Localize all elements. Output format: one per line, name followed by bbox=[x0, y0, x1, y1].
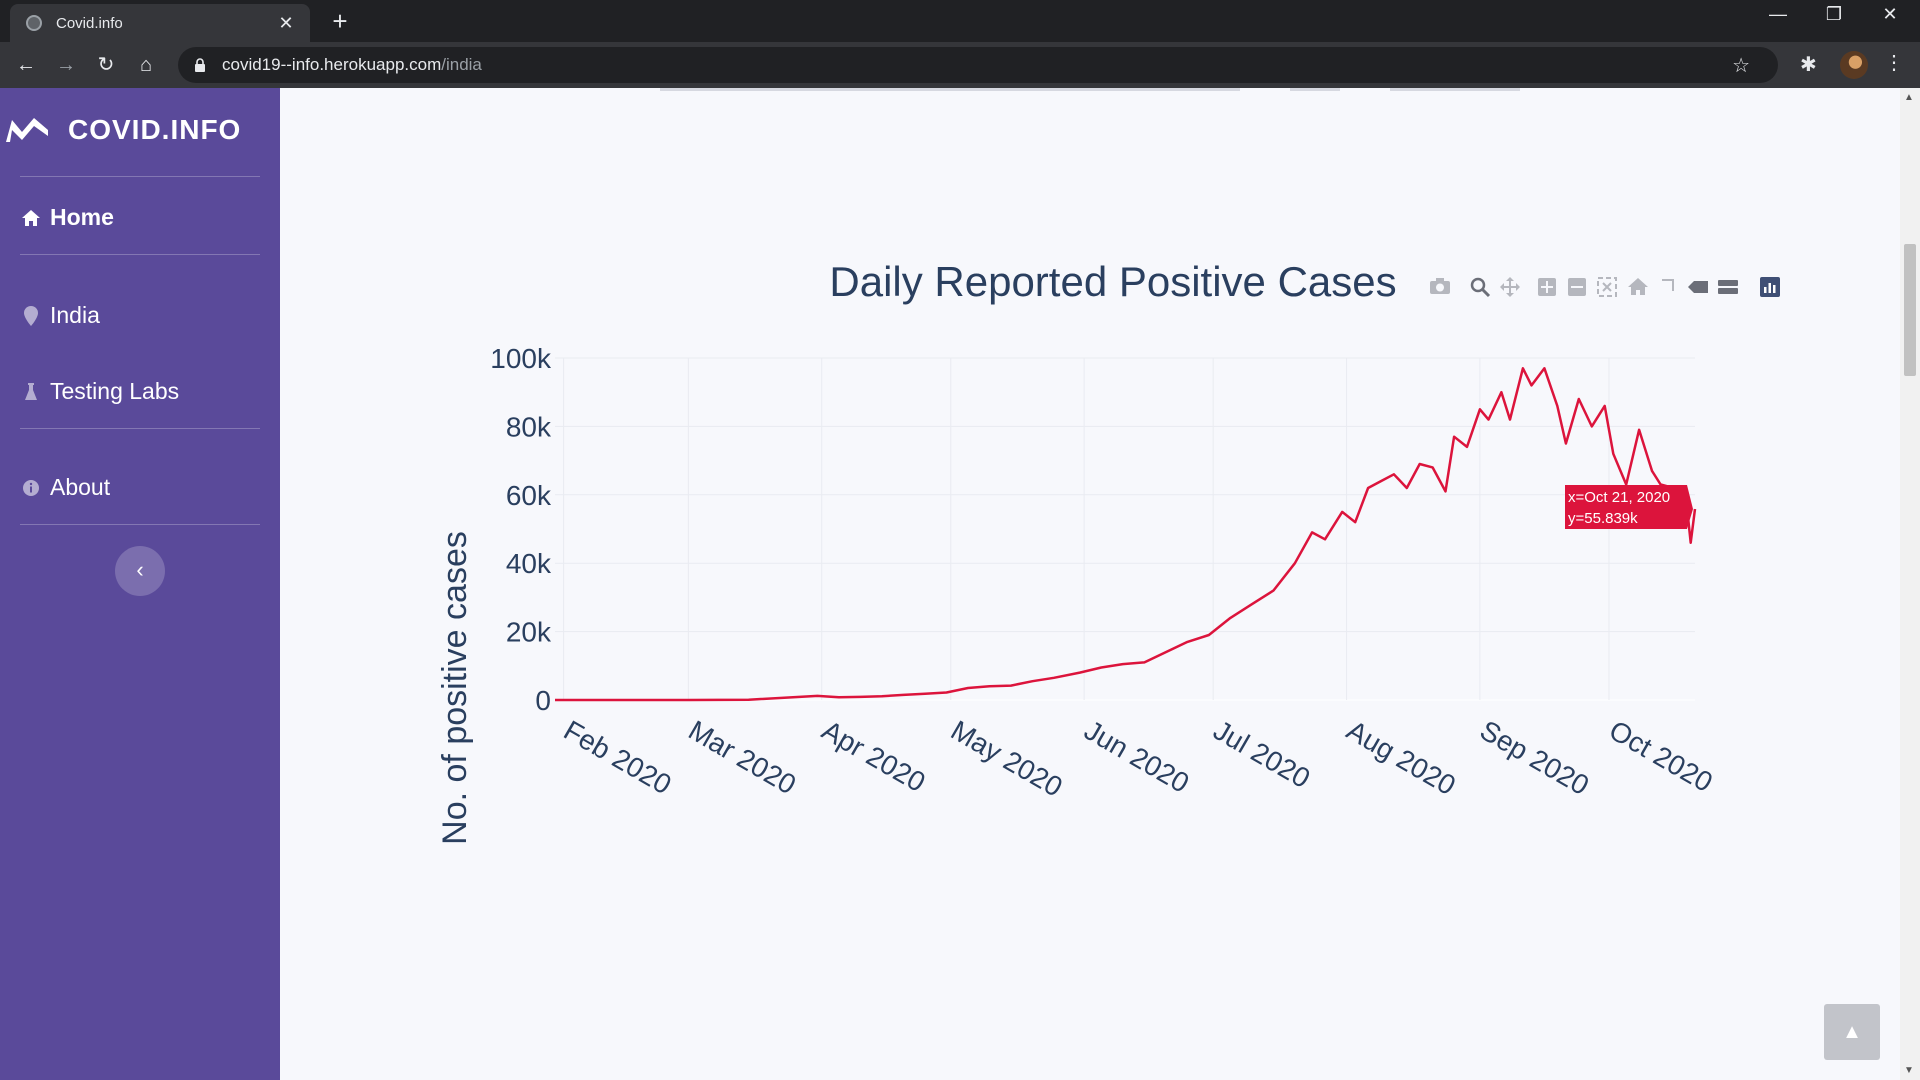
browser-toolbar: ← → ↻ ⌂ covid19--info.herokuapp.com/indi… bbox=[0, 42, 1920, 88]
url-path: /india bbox=[441, 55, 482, 74]
flask-icon bbox=[20, 382, 42, 402]
close-window-button[interactable]: ✕ bbox=[1882, 4, 1898, 24]
tab-title: Covid.info bbox=[56, 14, 123, 32]
previous-content-edge bbox=[1290, 88, 1340, 91]
extensions-puzzle-icon[interactable]: ✱ bbox=[1800, 54, 1817, 76]
sidebar-item-label: Testing Labs bbox=[50, 378, 180, 404]
hover-compare-icon[interactable] bbox=[1718, 280, 1738, 294]
x-tick-label: Jul 2020 bbox=[1208, 714, 1315, 794]
chart-logo-icon bbox=[6, 118, 48, 142]
sidebar: COVID.INFO Home India Testing Labs About… bbox=[0, 88, 280, 1080]
bookmark-star-icon[interactable]: ☆ bbox=[1732, 55, 1750, 77]
x-tick-label: Aug 2020 bbox=[1342, 714, 1461, 801]
profile-avatar[interactable] bbox=[1840, 51, 1868, 79]
x-tick-label: Apr 2020 bbox=[817, 714, 931, 798]
info-icon bbox=[20, 479, 42, 497]
sidebar-divider bbox=[20, 428, 260, 429]
forward-arrow-icon[interactable]: → bbox=[56, 54, 76, 76]
sidebar-divider bbox=[20, 176, 260, 177]
sidebar-item-label: Home bbox=[50, 204, 114, 230]
main-content bbox=[280, 88, 1900, 1080]
spike-lines-icon[interactable] bbox=[1662, 279, 1674, 291]
sidebar-collapse-button[interactable]: ‹ bbox=[115, 546, 165, 596]
lock-icon bbox=[195, 58, 205, 72]
x-tick-label: Oct 2020 bbox=[1604, 714, 1718, 798]
home-browser-icon[interactable]: ⌂ bbox=[139, 54, 153, 76]
sidebar-divider bbox=[20, 524, 260, 525]
tooltip-x-text: x=Oct 21, 2020 bbox=[1568, 489, 1670, 506]
address-bar[interactable]: covid19--info.herokuapp.com/india ☆ bbox=[178, 47, 1778, 83]
y-tick-label: 40k bbox=[506, 548, 552, 579]
url-host: covid19--info.herokuapp.com bbox=[222, 55, 442, 74]
sidebar-item-about[interactable]: About bbox=[20, 474, 110, 501]
y-axis-label: No. of positive cases bbox=[436, 531, 474, 845]
map-marker-icon bbox=[20, 305, 42, 326]
browser-tab[interactable]: Covid.info ✕ bbox=[10, 4, 310, 42]
series-line[interactable] bbox=[555, 367, 1697, 702]
y-tick-label: 100k bbox=[490, 343, 552, 374]
zoom-out-icon[interactable] bbox=[1568, 278, 1586, 296]
chart-grid bbox=[555, 357, 1695, 701]
autoscale-icon[interactable] bbox=[1597, 277, 1617, 297]
previous-content-edge bbox=[1390, 88, 1520, 91]
sidebar-item-testing-labs[interactable]: Testing Labs bbox=[20, 378, 179, 405]
back-to-top-button[interactable]: ▲ bbox=[1824, 1004, 1880, 1060]
daily-cases-chart[interactable]: Daily Reported Positive Cases No. of pos… bbox=[400, 250, 1800, 850]
y-tick-label: 80k bbox=[506, 411, 552, 442]
previous-content-edge bbox=[660, 88, 1240, 91]
minimize-button[interactable]: — bbox=[1769, 4, 1787, 24]
hover-tooltip: x=Oct 21, 2020 y=55.839k bbox=[1565, 485, 1693, 530]
tooltip-y-text: y=55.839k bbox=[1568, 510, 1638, 527]
restore-button[interactable]: ❐ bbox=[1825, 4, 1843, 24]
back-arrow-icon[interactable]: ← bbox=[16, 54, 36, 76]
scrollbar-thumb[interactable] bbox=[1904, 244, 1916, 376]
sidebar-item-label: About bbox=[50, 474, 111, 500]
home-icon bbox=[20, 209, 42, 227]
tooltip-box bbox=[1565, 485, 1693, 530]
zoom-icon[interactable] bbox=[1470, 277, 1491, 298]
new-tab-button[interactable]: + bbox=[332, 6, 348, 36]
chart-title: Daily Reported Positive Cases bbox=[829, 258, 1396, 305]
camera-icon[interactable] bbox=[1430, 278, 1450, 294]
browser-tab-bar: Covid.info ✕ + — ❐ ✕ bbox=[0, 0, 1920, 42]
plotly-logo-icon[interactable] bbox=[1760, 277, 1780, 297]
hover-closest-icon[interactable] bbox=[1688, 281, 1708, 293]
scroll-up-arrow-icon[interactable]: ▲ bbox=[1904, 92, 1914, 103]
scroll-down-arrow-icon[interactable]: ▼ bbox=[1904, 1065, 1914, 1076]
browser-menu-icon[interactable]: ⋮ bbox=[1884, 52, 1904, 74]
close-tab-icon[interactable]: ✕ bbox=[278, 12, 294, 33]
sidebar-divider bbox=[20, 254, 260, 255]
page-scrollbar[interactable]: ▲ ▼ bbox=[1900, 88, 1920, 1080]
reset-axes-home-icon[interactable] bbox=[1628, 278, 1648, 295]
sidebar-item-home[interactable]: Home bbox=[20, 204, 114, 231]
x-tick-label: Jun 2020 bbox=[1079, 714, 1194, 798]
reload-icon[interactable]: ↻ bbox=[97, 54, 115, 76]
y-tick-label: 20k bbox=[506, 617, 552, 648]
y-tick-label: 0 bbox=[535, 685, 551, 716]
zoom-in-icon[interactable] bbox=[1538, 278, 1556, 296]
brand-logo[interactable]: COVID.INFO bbox=[0, 110, 280, 150]
sidebar-item-india[interactable]: India bbox=[20, 302, 100, 329]
brand-name: COVID.INFO bbox=[68, 114, 242, 145]
chart-modebar bbox=[1430, 277, 1780, 298]
x-tick-label: May 2020 bbox=[946, 714, 1068, 802]
x-tick-label: Feb 2020 bbox=[559, 714, 677, 800]
x-axis-ticks: Feb 2020 Mar 2020 Apr 2020 May 2020 Jun 2020… bbox=[559, 714, 1718, 802]
pan-icon[interactable] bbox=[1500, 277, 1520, 297]
y-tick-label: 60k bbox=[506, 480, 552, 511]
x-tick-label: Sep 2020 bbox=[1475, 714, 1594, 801]
x-tick-label: Mar 2020 bbox=[683, 714, 801, 800]
globe-icon bbox=[26, 15, 42, 31]
sidebar-item-label: India bbox=[50, 302, 100, 328]
y-axis-ticks: 0 20k 40k 60k 80k 100k bbox=[490, 343, 552, 716]
